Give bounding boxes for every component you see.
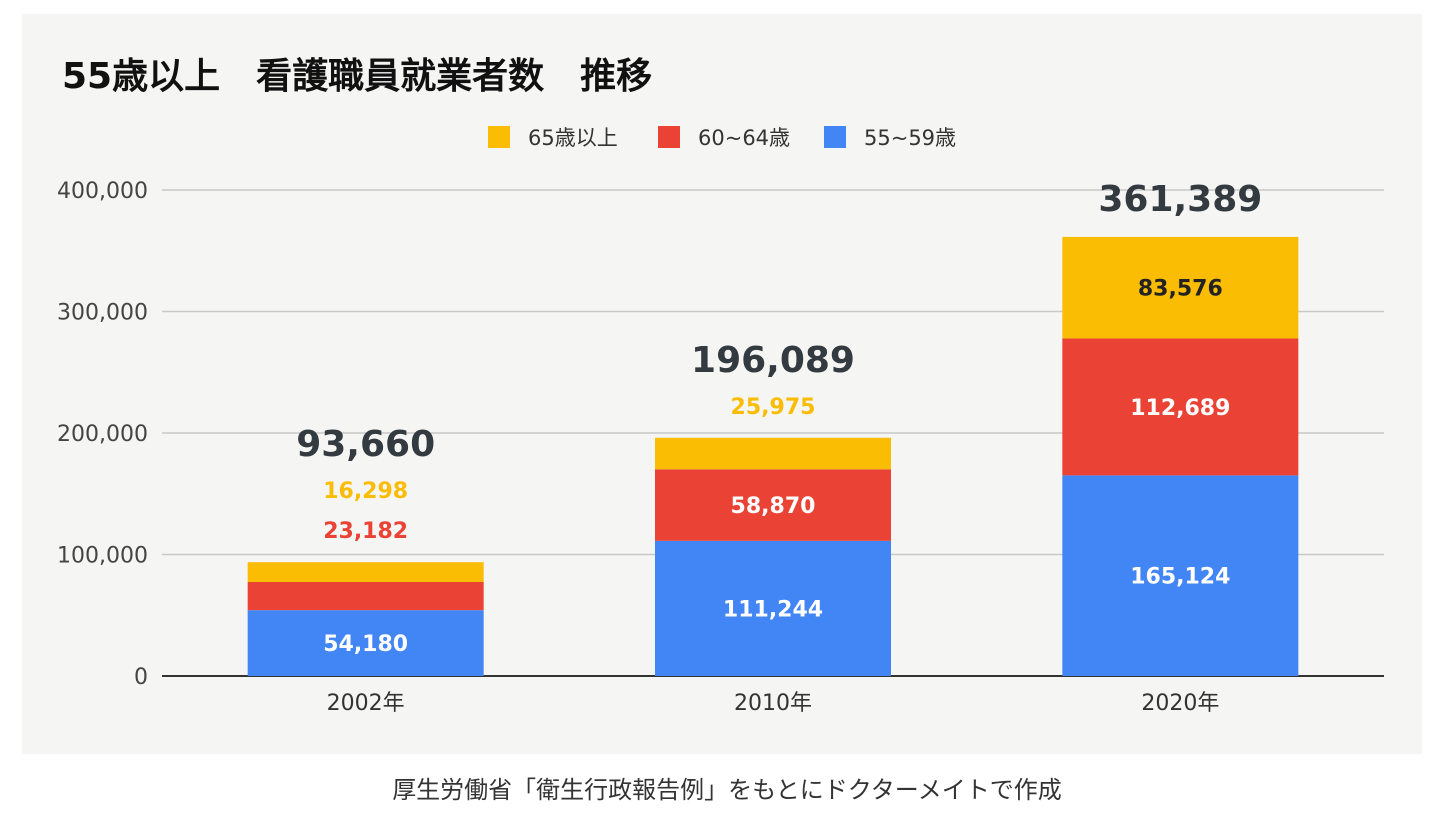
stacked-bar-chart: 55歳以上 看護職員就業者数 推移 0 100,000 200,000 300,000… bbox=[57, 56, 1384, 716]
bar-segment bbox=[1062, 475, 1299, 676]
data-labels: 54,180 23,182 16,298 93,660 111,244 58,870 25,… bbox=[296, 179, 1262, 657]
bar-segment bbox=[655, 540, 891, 676]
data-label: 112,689 bbox=[1130, 396, 1230, 421]
x-tick-label: 2020年 bbox=[1141, 691, 1219, 716]
bar-segment bbox=[655, 469, 891, 541]
bar-segment bbox=[1062, 236, 1299, 339]
data-label: 16,298 bbox=[323, 479, 408, 504]
data-label: 83,576 bbox=[1138, 277, 1223, 302]
data-label: 54,180 bbox=[323, 632, 408, 657]
bar-segment bbox=[655, 437, 891, 470]
data-label: 25,975 bbox=[731, 395, 816, 420]
legend-swatch bbox=[658, 126, 680, 148]
data-label: 111,244 bbox=[723, 597, 823, 622]
y-tick-label: 400,000 bbox=[57, 179, 148, 204]
data-label: 23,182 bbox=[323, 519, 408, 544]
bars bbox=[247, 236, 1299, 676]
data-label: 58,870 bbox=[731, 494, 816, 519]
data-label: 165,124 bbox=[1130, 565, 1230, 590]
legend-swatch bbox=[488, 126, 510, 148]
legend: 65歳以上 60~64歳 55~59歳 bbox=[488, 126, 956, 150]
total-label: 93,660 bbox=[296, 424, 435, 465]
x-tick-label: 2010年 bbox=[734, 691, 812, 716]
total-label: 196,089 bbox=[691, 340, 855, 381]
y-tick-label: 100,000 bbox=[57, 544, 148, 569]
source-caption: 厚生労働省「衛生行政報告例」をもとにドクターメイトで作成 bbox=[392, 776, 1062, 804]
chart-panel: 55歳以上 看護職員就業者数 推移 0 100,000 200,000 300,000… bbox=[22, 14, 1422, 754]
y-tick-label: 0 bbox=[134, 665, 148, 690]
bar-segment bbox=[247, 562, 484, 583]
total-label: 361,389 bbox=[1098, 179, 1262, 220]
y-tick-label: 200,000 bbox=[57, 422, 148, 447]
y-tick-label: 300,000 bbox=[57, 301, 148, 326]
chart-title: 55歳以上 看護職員就業者数 推移 bbox=[62, 56, 652, 97]
bar-segment bbox=[247, 610, 484, 676]
legend-label: 65歳以上 bbox=[528, 126, 618, 150]
legend-label: 55~59歳 bbox=[864, 126, 956, 150]
legend-swatch bbox=[824, 126, 846, 148]
bar-segment bbox=[1062, 338, 1299, 476]
legend-label: 60~64歳 bbox=[698, 126, 790, 150]
x-tick-label: 2002年 bbox=[327, 691, 405, 716]
x-axis: 2002年 2010年 2020年 bbox=[327, 691, 1220, 716]
bar-segment bbox=[247, 582, 484, 611]
